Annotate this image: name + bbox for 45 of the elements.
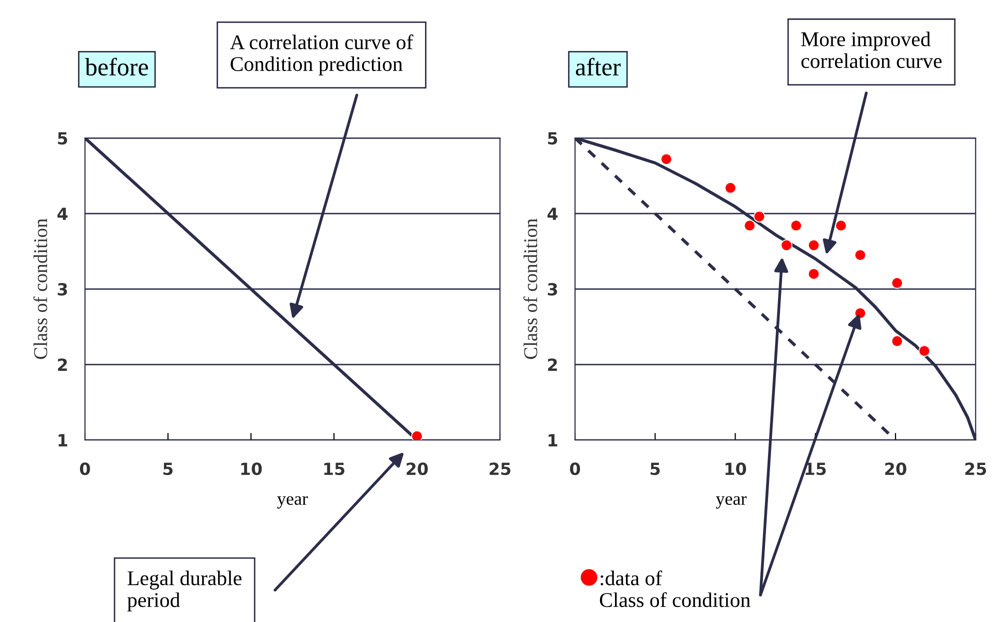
text: More improved correlation curve [801,32,942,68]
point [754,210,766,222]
text: A correlation curve of Condition prediction [230,34,414,76]
text: :data of Class of condition [600,570,750,608]
y-axis-title: Class of condition [33,218,48,359]
point [854,249,866,261]
y-tick-label: 1 [58,434,68,446]
y-axis-title: Class of condition [523,218,538,359]
x-axis-title: year [277,496,308,509]
x-tick-label: 10 [726,462,746,476]
x-tick-label: 0 [570,462,580,476]
y-tick-label: 1 [548,434,558,446]
point [808,239,820,252]
point [660,153,672,165]
y-tick-label: 5 [58,132,68,145]
y-tick-label: 4 [548,208,558,220]
point [918,345,930,357]
y-tick-label: 2 [548,358,557,371]
x-tick-label: 20 [885,462,906,476]
x-tick-label: 15 [324,462,344,476]
point [744,220,756,232]
point [891,277,903,289]
x-tick-label: 5 [650,462,660,476]
y-tick-label: 3 [58,282,67,296]
point [724,182,736,194]
point [780,239,792,252]
x-tick-label: 15 [806,462,826,476]
point [790,220,802,232]
point [808,268,820,280]
x-tick-label: 25 [490,462,510,476]
x-tick-label: 0 [80,462,90,476]
chart-title: before [84,58,148,76]
x-tick-label: 10 [241,462,262,476]
x-tick-label: 25 [965,462,986,476]
chart-title: after [576,58,621,76]
y-tick-label: 5 [548,132,558,145]
x-tick-label: 5 [163,462,173,476]
point [835,220,847,232]
x-tick-label: 20 [406,462,428,476]
text: Legal durable period [127,570,242,612]
x-axis-title: year [716,496,747,509]
y-tick-label: 3 [548,282,558,296]
point [891,335,903,347]
y-tick-label: 4 [57,208,68,220]
y-tick-label: 2 [58,358,67,371]
